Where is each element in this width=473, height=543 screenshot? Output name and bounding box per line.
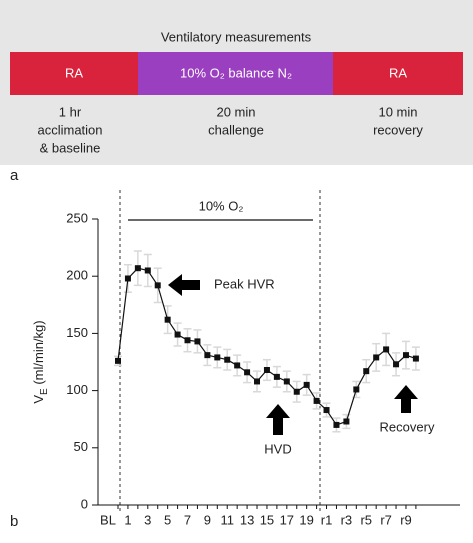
- data-point: [393, 361, 400, 368]
- annotation: HVD: [264, 441, 291, 456]
- y-axis-label: VE (ml/min/kg): [31, 320, 49, 403]
- annotation: Recovery: [380, 419, 435, 434]
- phase-description: 10 min: [378, 104, 417, 119]
- y-tick-label: 150: [66, 325, 88, 340]
- x-tick-label: 19: [299, 512, 313, 527]
- y-tick-label: 50: [74, 439, 88, 454]
- x-tick-label: BL: [100, 512, 116, 527]
- x-tick-label: r1: [321, 512, 333, 527]
- x-tick-label: 7: [184, 512, 191, 527]
- y-label-part: E: [39, 388, 50, 395]
- data-line: [117, 267, 417, 426]
- phase-bar: [10, 52, 138, 95]
- data-point: [244, 369, 251, 376]
- annotation: Peak HVR: [214, 276, 275, 291]
- data-point: [273, 373, 280, 380]
- x-tick-label: r7: [380, 512, 392, 527]
- data-point: [214, 354, 221, 361]
- phase-description: 1 hr: [59, 104, 82, 119]
- x-tick-label: 5: [164, 512, 171, 527]
- x-tick-label: 13: [240, 512, 254, 527]
- phase-label: 10% O₂ balance N₂: [180, 65, 292, 80]
- data-point: [134, 265, 141, 272]
- x-tick-label: r9: [400, 512, 412, 527]
- arrow: [266, 404, 290, 435]
- phase-description: challenge: [208, 122, 264, 137]
- y-label-part: V: [31, 395, 46, 404]
- data-point: [373, 354, 380, 361]
- data-point: [363, 368, 370, 375]
- x-tick-label: 15: [260, 512, 274, 527]
- data-point: [412, 355, 419, 362]
- y-tick-label: 250: [66, 210, 88, 225]
- data-point: [144, 267, 151, 274]
- data-point: [343, 418, 350, 425]
- panel-label: a: [10, 167, 19, 184]
- x-tick-label: 3: [144, 512, 151, 527]
- arrow: [168, 274, 200, 296]
- data-point: [194, 338, 201, 345]
- data-point: [174, 331, 181, 338]
- diagram-title: Ventilatory measurements: [161, 29, 312, 44]
- arrow: [394, 385, 418, 413]
- data-point: [254, 378, 261, 385]
- data-point: [154, 282, 161, 289]
- data-point: [353, 386, 360, 393]
- x-tick-label: 17: [280, 512, 294, 527]
- x-tick-label: r3: [341, 512, 353, 527]
- phase-description: & baseline: [40, 140, 101, 155]
- data-point: [115, 357, 121, 364]
- data-point: [204, 352, 211, 359]
- data-point: [224, 356, 231, 363]
- phase-description: recovery: [373, 122, 423, 137]
- phase-label: RA: [65, 65, 83, 80]
- y-tick-label: 200: [66, 268, 88, 283]
- data-point: [333, 421, 340, 428]
- data-point: [323, 407, 330, 414]
- data-point: [313, 397, 320, 404]
- data-point: [184, 337, 191, 344]
- data-point: [402, 352, 409, 359]
- y-label-part: (ml/min/kg): [31, 320, 46, 388]
- data-point: [283, 378, 290, 385]
- data-point: [383, 346, 390, 353]
- y-tick-label: 100: [66, 382, 88, 397]
- data-point: [293, 388, 300, 395]
- panel-label: b: [10, 513, 18, 530]
- data-point: [263, 367, 270, 374]
- phase-span-label: 10% O₂: [199, 198, 244, 213]
- phase-description: 20 min: [216, 104, 255, 119]
- x-tick-label: r5: [360, 512, 372, 527]
- x-tick-label: 9: [204, 512, 211, 527]
- data-point: [124, 275, 131, 282]
- phase-label: RA: [389, 65, 407, 80]
- data-point: [303, 381, 310, 388]
- phase-description: acclimation: [37, 122, 102, 137]
- data-point: [164, 316, 171, 323]
- x-tick-label: 1: [124, 512, 131, 527]
- x-tick-label: 11: [220, 512, 234, 527]
- data-point: [234, 362, 241, 369]
- y-tick-label: 0: [81, 496, 88, 511]
- phase-bar: [138, 52, 333, 95]
- phase-bar: [333, 52, 463, 95]
